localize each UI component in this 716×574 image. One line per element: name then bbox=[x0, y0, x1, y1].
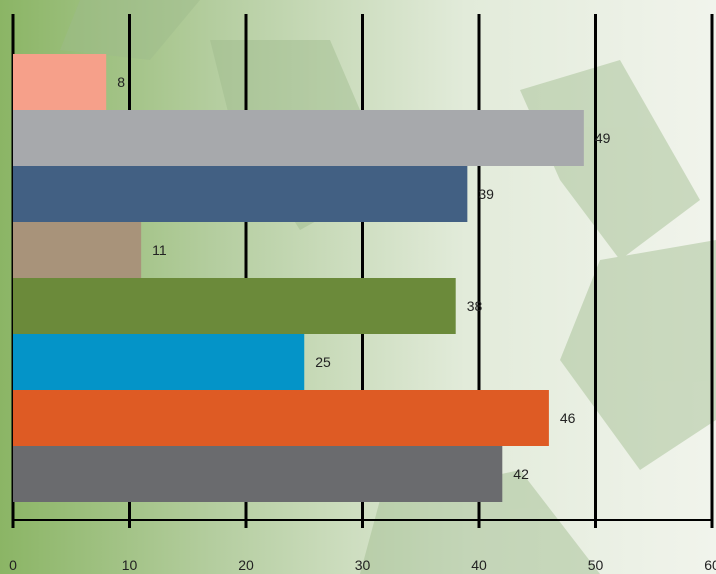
bar-1 bbox=[13, 54, 107, 110]
x-tick-label-30: 30 bbox=[355, 557, 371, 573]
bar-value-label-1: 8 bbox=[117, 74, 125, 90]
bar-value-label-7: 46 bbox=[560, 410, 576, 426]
x-axis-tick-labels: 0 10 20 30 40 50 60 bbox=[9, 557, 716, 573]
x-tick-label-50: 50 bbox=[588, 557, 604, 573]
bar-value-label-4: 11 bbox=[152, 242, 167, 258]
bar-2 bbox=[13, 110, 584, 166]
bar-labels: 8 49 39 11 38 25 46 42 bbox=[117, 74, 610, 482]
x-tick-label-60: 60 bbox=[704, 557, 716, 573]
bar-value-label-2: 49 bbox=[595, 130, 611, 146]
bar-6 bbox=[13, 334, 305, 390]
x-tick-label-10: 10 bbox=[122, 557, 138, 573]
bar-value-label-8: 42 bbox=[513, 466, 529, 482]
bar-value-label-5: 38 bbox=[467, 298, 483, 314]
bar-value-label-6: 25 bbox=[315, 354, 331, 370]
x-tick-label-20: 20 bbox=[238, 557, 254, 573]
x-tick-label-0: 0 bbox=[9, 557, 17, 573]
bar-4 bbox=[13, 222, 142, 278]
x-tick-label-40: 40 bbox=[471, 557, 487, 573]
bar-5 bbox=[13, 278, 456, 334]
bars bbox=[13, 54, 584, 502]
bar-7 bbox=[13, 390, 549, 446]
bar-value-label-3: 39 bbox=[478, 186, 494, 202]
bar-3 bbox=[13, 166, 468, 222]
bar-8 bbox=[13, 446, 503, 502]
